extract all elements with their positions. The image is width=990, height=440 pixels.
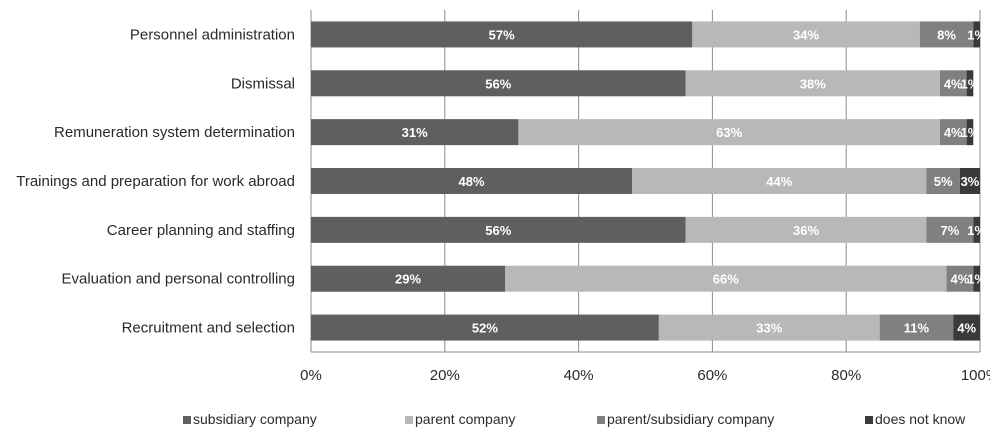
bar-segment-parent-subsidiary-company [926,216,974,243]
bar-segment-subsidiary-company [311,168,633,194]
data-label: 31% [402,125,428,140]
data-label: 11% [904,321,930,336]
legend-label: parent/subsidiary company [607,411,774,427]
legend-swatch [597,416,605,424]
data-label: 7% [940,223,959,238]
bar-segment-parent-subsidiary-company [919,21,974,48]
bar-segment-parent-company [632,168,927,194]
data-label: 57% [489,27,515,42]
x-tick-label: 20% [430,367,460,384]
bar-segment-parent-subsidiary-company [939,119,967,146]
bar-segment-parent-company [518,119,940,146]
data-label: 66% [713,272,739,287]
data-label: 1% [961,125,980,140]
bar-segment-parent-subsidiary-company [939,70,967,97]
bar-segment-subsidiary-company [311,119,519,146]
category-label: Remuneration system determination [54,124,295,141]
bar-segment-parent-company [505,265,947,292]
data-label: 1% [967,27,986,42]
data-label: 4% [957,321,976,336]
data-label: 52% [472,321,498,336]
legend: subsidiary company parent company parent/s… [183,411,966,427]
category-label: Career planning and staffing [107,222,295,239]
data-label: 4% [944,76,963,91]
legend-swatch [865,416,873,424]
bars: 57% 34% 8% 1%56% 38% 4%1%31% 63% 4%1%48% 44% 5% 3%… [311,21,986,341]
bar-segment-parent-subsidiary-company [926,168,960,194]
data-label: 44% [766,174,792,189]
bar-segment-does-not-know [953,314,980,341]
bar-segment-parent-company [685,70,940,97]
data-label: 63% [716,125,742,140]
bar-segment-subsidiary-company [311,70,686,97]
bar-segment-parent-company [685,216,927,243]
legend-swatch [405,416,413,424]
category-label: Evaluation and personal controlling [62,271,296,288]
data-label: 38% [800,76,826,91]
bar-segment-does-not-know [959,168,980,194]
x-tick-label: 0% [300,367,322,384]
bar-segment-subsidiary-company [311,265,506,292]
data-label: 29% [395,272,421,287]
x-tick-labels: 0% 20% 40% 60% 80% 100% [300,367,990,384]
data-label: 56% [485,223,511,238]
data-label: 48% [459,174,485,189]
category-label: Trainings and preparation for work abroa… [16,173,295,190]
bar-segment-parent-subsidiary-company [946,265,974,292]
data-label: 1% [967,272,986,287]
data-label: 34% [793,27,819,42]
legend-label: subsidiary company [193,411,317,427]
category-label: Recruitment and selection [122,320,295,337]
x-tick-label: 40% [564,367,594,384]
data-label: 3% [961,174,980,189]
bar-segment-parent-company [658,314,880,341]
bar-segment-parent-company [692,21,920,48]
data-label: 8% [937,27,956,42]
bar-segment-does-not-know [966,70,974,97]
legend-label: parent company [415,411,515,427]
bar-segment-does-not-know [973,265,980,292]
bar-segment-subsidiary-company [311,314,659,341]
bar-segment-does-not-know [973,21,980,48]
category-label: Dismissal [231,75,295,92]
legend-swatch [183,416,191,424]
x-tick-label: 100% [961,367,990,384]
bar-segment-parent-subsidiary-company [879,314,954,341]
bar-segment-does-not-know [973,216,980,243]
data-label: 56% [485,76,511,91]
bar-segment-subsidiary-company [311,216,686,243]
bar-segment-does-not-know [966,119,974,146]
data-label: 36% [793,223,819,238]
x-tick-label: 60% [697,367,727,384]
category-labels: Personnel administration Dismissal Remuner… [16,26,295,336]
x-tick-label: 80% [831,367,861,384]
category-label: Personnel administration [130,26,295,43]
legend-label: does not know [875,411,966,427]
data-label: 5% [934,174,953,189]
data-label: 33% [756,321,782,336]
bar-segment-subsidiary-company [311,21,693,48]
data-label: 1% [967,223,986,238]
data-label: 1% [961,76,980,91]
data-label: 4% [951,272,970,287]
data-label: 4% [944,125,963,140]
